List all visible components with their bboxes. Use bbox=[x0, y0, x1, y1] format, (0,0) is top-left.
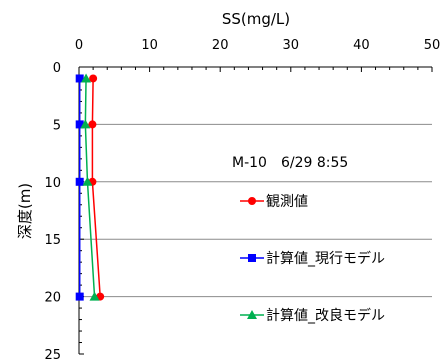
series-line-3 bbox=[84, 78, 96, 297]
y-tick-label: 25 bbox=[44, 348, 61, 362]
legend-label-2: 計算値_現行モデル bbox=[266, 250, 385, 267]
y-tick-label: 5 bbox=[53, 118, 61, 133]
x-axis-title: SS(mg/L) bbox=[222, 10, 290, 28]
legend-label-3: 計算値_改良モデル bbox=[266, 307, 385, 324]
data-point bbox=[75, 177, 84, 186]
data-point bbox=[81, 73, 92, 83]
data-point bbox=[89, 291, 100, 301]
legend-marker-2 bbox=[248, 254, 256, 262]
data-point bbox=[75, 120, 84, 129]
grid-layer bbox=[79, 123, 432, 298]
data-point bbox=[82, 176, 93, 186]
axis-layer: SS(mg/L) 深度(m) 0 10 20 30 40 50 0 5 10 15 20 25 bbox=[16, 10, 440, 362]
x-tick-label: 0 bbox=[75, 38, 83, 53]
x-tick-label: 50 bbox=[424, 38, 441, 53]
y-tick-label: 10 bbox=[44, 176, 61, 191]
x-tick-label: 40 bbox=[353, 38, 370, 53]
legend-marker-1 bbox=[248, 197, 256, 205]
y-tick-label: 0 bbox=[53, 61, 61, 76]
series-line-1 bbox=[91, 78, 101, 297]
y-tick-label: 20 bbox=[44, 291, 61, 306]
data-point bbox=[88, 120, 97, 129]
x-tick-label: 10 bbox=[141, 38, 158, 53]
y-tick-label: 15 bbox=[44, 233, 61, 248]
legend-marker-3 bbox=[247, 310, 257, 319]
data-point bbox=[89, 74, 98, 83]
chart-annotation: M-10 6/29 8:55 bbox=[232, 155, 348, 171]
legend-label-1: 観測値 bbox=[266, 193, 308, 210]
x-tick-label: 30 bbox=[283, 38, 300, 53]
series-layer bbox=[75, 73, 105, 301]
data-point bbox=[75, 292, 84, 301]
y-axis-title: 深度(m) bbox=[16, 183, 34, 239]
x-tick-label: 20 bbox=[212, 38, 229, 53]
data-point bbox=[75, 74, 84, 83]
data-point bbox=[80, 119, 91, 129]
